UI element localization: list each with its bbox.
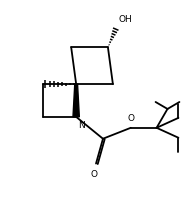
Text: O: O — [127, 114, 134, 123]
Text: N: N — [78, 121, 84, 130]
Text: O: O — [91, 170, 98, 179]
Polygon shape — [73, 84, 79, 117]
Text: OH: OH — [118, 15, 132, 24]
